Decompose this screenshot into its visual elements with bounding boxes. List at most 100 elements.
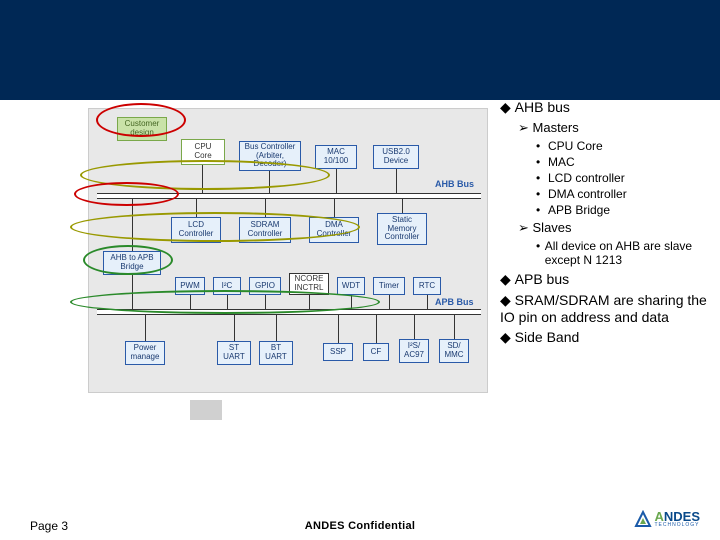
sdram-label: SDRAMController bbox=[248, 221, 283, 239]
ssp-block: SSP bbox=[323, 343, 353, 361]
connector bbox=[309, 295, 310, 309]
connector bbox=[338, 315, 339, 343]
ahb-bus-label: AHB Bus bbox=[435, 179, 474, 189]
text: Slaves bbox=[533, 220, 572, 235]
text: APB Bridge bbox=[548, 203, 610, 217]
bullet-panel: ◆ AHB bus ➢ Masters •CPU Core •MAC •LCD … bbox=[500, 95, 710, 350]
text: DMA controller bbox=[548, 187, 627, 201]
connector bbox=[132, 199, 133, 251]
gray-block bbox=[190, 400, 222, 420]
mac-label: MAC10/100 bbox=[324, 148, 348, 166]
connector bbox=[132, 275, 133, 309]
bullet-l1: ◆ AHB bus bbox=[500, 99, 710, 116]
pwm-label: PWM bbox=[180, 282, 200, 291]
connector bbox=[336, 169, 337, 193]
lcd-label: LCDController bbox=[179, 221, 214, 239]
connector bbox=[454, 315, 455, 339]
bullet-l2: ➢ Slaves bbox=[518, 220, 710, 236]
wdt-label: WDT bbox=[342, 282, 360, 291]
page-number: Page 3 bbox=[30, 519, 68, 533]
connector bbox=[269, 171, 270, 193]
connector bbox=[427, 295, 428, 309]
dma-block: DMAController bbox=[309, 217, 359, 243]
bullet-l1: ◆ APB bus bbox=[500, 271, 710, 288]
bullet-l3: •DMA controller bbox=[536, 187, 710, 201]
connector bbox=[334, 199, 335, 217]
smc-block: StaticMemoryController bbox=[377, 213, 427, 245]
bullet-l3: •LCD controller bbox=[536, 171, 710, 185]
bullet-l3: •MAC bbox=[536, 155, 710, 169]
wdt-block: WDT bbox=[337, 277, 365, 295]
power-label: Powermanage bbox=[131, 344, 160, 362]
andes-logo-icon bbox=[634, 510, 652, 528]
dma-label: DMAController bbox=[317, 221, 352, 239]
timer-label: Timer bbox=[379, 282, 399, 291]
timer-block: Timer bbox=[373, 277, 405, 295]
ncore-label: NCOREINCTRL bbox=[295, 275, 324, 293]
stuart-label: STUART bbox=[223, 344, 245, 362]
text: SRAM/SDRAM are sharing the IO pin on add… bbox=[500, 292, 707, 325]
smc-label: StaticMemoryController bbox=[385, 216, 420, 242]
usb-block: USB2.0Device bbox=[373, 145, 419, 169]
sdram-block: SDRAMController bbox=[239, 217, 291, 243]
cpu-label: CPUCore bbox=[194, 143, 211, 161]
text: MAC bbox=[548, 155, 575, 169]
connector bbox=[202, 165, 203, 193]
bullet-l1: ◆ SRAM/SDRAM are sharing the IO pin on a… bbox=[500, 292, 710, 325]
power-block: Powermanage bbox=[125, 341, 165, 365]
mac-block: MAC10/100 bbox=[315, 145, 357, 169]
ncore-block: NCOREINCTRL bbox=[289, 273, 329, 295]
connector bbox=[351, 295, 352, 309]
connector bbox=[196, 199, 197, 217]
i2c-block: I²C bbox=[213, 277, 241, 295]
text: CPU Core bbox=[548, 139, 603, 153]
i2s-block: I²S/AC97 bbox=[399, 339, 429, 363]
connector bbox=[145, 315, 146, 341]
connector bbox=[396, 169, 397, 193]
gpio-block: GPIO bbox=[249, 277, 281, 295]
ahb2apb-block: AHB to APBBridge bbox=[103, 251, 161, 275]
bullet-l3: •CPU Core bbox=[536, 139, 710, 153]
buscontroller-label: Bus Controller(Arbiter,Decoder) bbox=[245, 143, 296, 169]
connector bbox=[227, 295, 228, 309]
connector bbox=[414, 315, 415, 339]
apb-bus-label: APB Bus bbox=[435, 297, 474, 307]
text: APB bus bbox=[515, 271, 569, 287]
bullet-l3: •All device on AHB are slave except N 12… bbox=[536, 239, 710, 267]
rtc-label: RTC bbox=[419, 282, 435, 291]
connector bbox=[276, 315, 277, 341]
block-diagram: Customerdesign CPUCore Bus Controller(Ar… bbox=[88, 108, 488, 393]
customer-label: Customerdesign bbox=[125, 120, 160, 138]
connector bbox=[190, 295, 191, 309]
usb-label: USB2.0Device bbox=[382, 148, 410, 166]
ahb2apb-label: AHB to APBBridge bbox=[110, 254, 153, 272]
cpu-block: CPUCore bbox=[181, 139, 225, 165]
confidential-label: ANDES Confidential bbox=[305, 520, 416, 532]
bullet-l1: ◆ Side Band bbox=[500, 329, 710, 346]
gpio-label: GPIO bbox=[255, 282, 275, 291]
text: AHB bus bbox=[515, 99, 570, 115]
text: All device on AHB are slave except N 121… bbox=[545, 239, 710, 267]
bullet-l2: ➢ Masters bbox=[518, 120, 710, 136]
customer-block: Customerdesign bbox=[117, 117, 167, 141]
connector bbox=[376, 315, 377, 343]
cf-label: CF bbox=[371, 348, 382, 357]
bullet-l3: •APB Bridge bbox=[536, 203, 710, 217]
i2s-label: I²S/AC97 bbox=[404, 342, 424, 360]
rtc-block: RTC bbox=[413, 277, 441, 295]
text: LCD controller bbox=[548, 171, 625, 185]
title-banner bbox=[0, 0, 720, 100]
btuart-label: BTUART bbox=[265, 344, 287, 362]
logo-text2: TECHNOLOGY bbox=[654, 523, 700, 528]
ssp-label: SSP bbox=[330, 348, 346, 357]
ahb-bus-line bbox=[97, 193, 481, 199]
stuart-block: STUART bbox=[217, 341, 251, 365]
lcd-block: LCDController bbox=[171, 217, 221, 243]
text: Masters bbox=[533, 120, 579, 135]
cf-block: CF bbox=[363, 343, 389, 361]
apb-bus-line bbox=[97, 309, 481, 315]
sd-block: SD/MMC bbox=[439, 339, 469, 363]
sd-label: SD/MMC bbox=[444, 342, 463, 360]
pwm-block: PWM bbox=[175, 277, 205, 295]
connector bbox=[265, 295, 266, 309]
